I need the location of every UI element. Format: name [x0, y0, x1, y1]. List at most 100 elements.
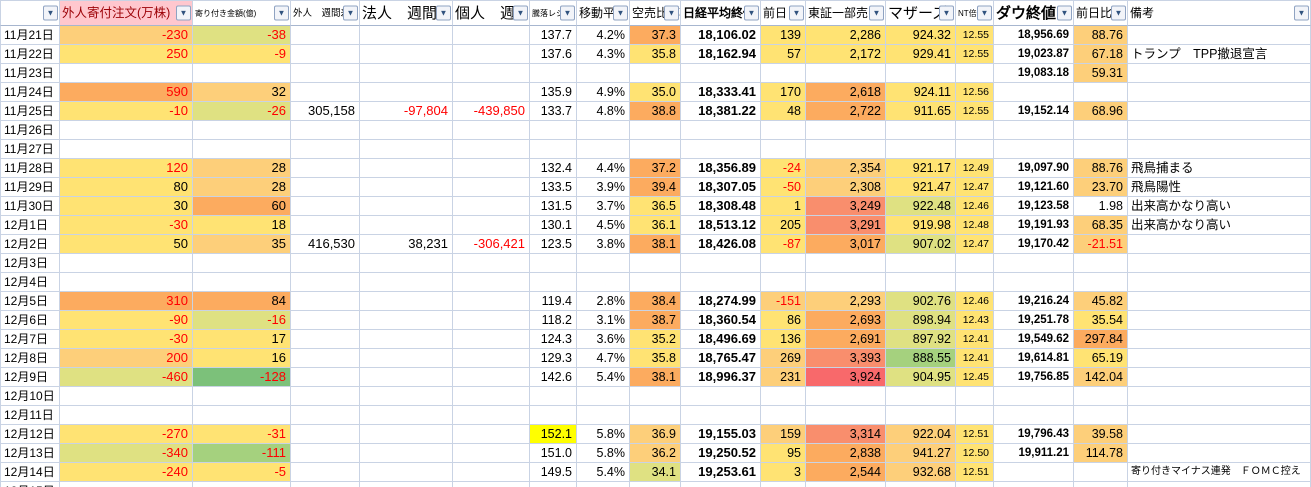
cell-b[interactable]: 310 [60, 292, 193, 311]
cell-h[interactable]: 4.5% [577, 216, 630, 235]
date-cell[interactable]: 12月12日 [0, 425, 60, 444]
cell-h[interactable] [577, 64, 630, 83]
cell-o[interactable] [994, 254, 1074, 273]
cell-l[interactable]: 2,308 [806, 178, 886, 197]
cell-f[interactable] [453, 463, 530, 482]
cell-l[interactable] [806, 273, 886, 292]
cell-b[interactable] [60, 254, 193, 273]
cell-b[interactable]: -460 [60, 368, 193, 387]
cell-k[interactable] [761, 387, 806, 406]
cell-dd[interactable] [291, 482, 360, 487]
cell-i[interactable]: 38.1 [630, 235, 681, 254]
cell-n[interactable]: 12.41 [956, 349, 994, 368]
cell-k[interactable]: 139 [761, 26, 806, 45]
cell-n[interactable]: 12.56 [956, 83, 994, 102]
cell-q[interactable]: トランプ TPP撤退宣言 [1128, 45, 1311, 64]
cell-b[interactable]: -230 [60, 26, 193, 45]
cell-p[interactable]: 142.04 [1074, 368, 1128, 387]
cell-g[interactable] [530, 121, 577, 140]
cell-g[interactable]: 133.5 [530, 178, 577, 197]
cell-q[interactable] [1128, 368, 1311, 387]
cell-l[interactable] [806, 387, 886, 406]
cell-j[interactable]: 18,333.41 [681, 83, 761, 102]
cell-dd[interactable] [291, 349, 360, 368]
cell-dd[interactable] [291, 444, 360, 463]
cell-q[interactable] [1128, 121, 1311, 140]
date-cell[interactable]: 12月8日 [0, 349, 60, 368]
cell-c[interactable]: -38 [193, 26, 291, 45]
cell-g[interactable]: 132.4 [530, 159, 577, 178]
cell-f[interactable] [453, 159, 530, 178]
cell-q[interactable] [1128, 235, 1311, 254]
cell-n[interactable]: 12.49 [956, 159, 994, 178]
cell-n[interactable] [956, 121, 994, 140]
date-cell[interactable]: 12月13日 [0, 444, 60, 463]
filter-dropdown-icon[interactable]: ▼ [869, 5, 884, 21]
cell-dd[interactable] [291, 292, 360, 311]
cell-n[interactable]: 12.45 [956, 368, 994, 387]
cell-m[interactable]: 907.02 [886, 235, 956, 254]
cell-k[interactable]: 1 [761, 197, 806, 216]
cell-l[interactable]: 2,172 [806, 45, 886, 64]
cell-l[interactable] [806, 121, 886, 140]
cell-n[interactable] [956, 64, 994, 83]
cell-f[interactable] [453, 140, 530, 159]
cell-e[interactable] [360, 178, 453, 197]
cell-k[interactable]: 57 [761, 45, 806, 64]
cell-j[interactable]: 18,360.54 [681, 311, 761, 330]
cell-l[interactable] [806, 64, 886, 83]
cell-h[interactable]: 3.6% [577, 330, 630, 349]
cell-l[interactable] [806, 254, 886, 273]
cell-c[interactable]: 32 [193, 83, 291, 102]
cell-p[interactable] [1074, 140, 1128, 159]
cell-n[interactable]: 12.46 [956, 197, 994, 216]
cell-k[interactable]: 170 [761, 83, 806, 102]
cell-p[interactable] [1074, 482, 1128, 487]
cell-f[interactable] [453, 121, 530, 140]
date-cell[interactable]: 11月21日 [0, 26, 60, 45]
cell-l[interactable]: 2,354 [806, 159, 886, 178]
cell-q[interactable] [1128, 102, 1311, 121]
cell-j[interactable] [681, 254, 761, 273]
date-cell[interactable]: 12月9日 [0, 368, 60, 387]
cell-f[interactable] [453, 83, 530, 102]
cell-g[interactable]: 129.3 [530, 349, 577, 368]
cell-f[interactable] [453, 197, 530, 216]
cell-f[interactable] [453, 273, 530, 292]
cell-m[interactable]: 911.65 [886, 102, 956, 121]
cell-g[interactable]: 119.4 [530, 292, 577, 311]
cell-e[interactable] [360, 406, 453, 425]
cell-g[interactable]: 142.6 [530, 368, 577, 387]
cell-h[interactable]: 4.7% [577, 349, 630, 368]
cell-e[interactable] [360, 368, 453, 387]
cell-k[interactable] [761, 406, 806, 425]
cell-p[interactable]: 88.76 [1074, 159, 1128, 178]
cell-b[interactable] [60, 121, 193, 140]
cell-g[interactable] [530, 273, 577, 292]
cell-g[interactable] [530, 64, 577, 83]
cell-p[interactable]: 67.18 [1074, 45, 1128, 64]
date-cell[interactable]: 11月22日 [0, 45, 60, 64]
cell-dd[interactable] [291, 463, 360, 482]
cell-b[interactable]: 120 [60, 159, 193, 178]
cell-j[interactable]: 18,381.22 [681, 102, 761, 121]
cell-n[interactable]: 12.47 [956, 235, 994, 254]
filter-dropdown-icon[interactable]: ▼ [789, 5, 804, 21]
cell-n[interactable]: 12.47 [956, 178, 994, 197]
cell-g[interactable] [530, 482, 577, 487]
cell-n[interactable]: 12.50 [956, 444, 994, 463]
cell-h[interactable]: 4.3% [577, 45, 630, 64]
cell-m[interactable] [886, 273, 956, 292]
date-cell[interactable]: 12月11日 [0, 406, 60, 425]
cell-i[interactable]: 35.2 [630, 330, 681, 349]
cell-p[interactable]: 23.70 [1074, 178, 1128, 197]
cell-b[interactable]: 200 [60, 349, 193, 368]
cell-p[interactable] [1074, 387, 1128, 406]
cell-e[interactable] [360, 140, 453, 159]
cell-p[interactable]: 35.54 [1074, 311, 1128, 330]
cell-n[interactable]: 12.43 [956, 311, 994, 330]
cell-dd[interactable] [291, 178, 360, 197]
cell-c[interactable]: 18 [193, 216, 291, 235]
cell-c[interactable]: 17 [193, 330, 291, 349]
cell-j[interactable]: 18,356.89 [681, 159, 761, 178]
